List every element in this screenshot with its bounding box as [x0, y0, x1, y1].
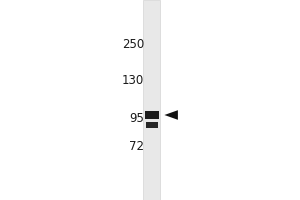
Bar — [145, 111, 159, 119]
Text: 130: 130 — [122, 73, 144, 86]
Text: 250: 250 — [122, 38, 144, 50]
Bar — [143, 0, 160, 200]
Text: 95: 95 — [129, 112, 144, 126]
Text: 72: 72 — [129, 140, 144, 154]
Bar — [146, 122, 158, 128]
Polygon shape — [164, 110, 178, 120]
